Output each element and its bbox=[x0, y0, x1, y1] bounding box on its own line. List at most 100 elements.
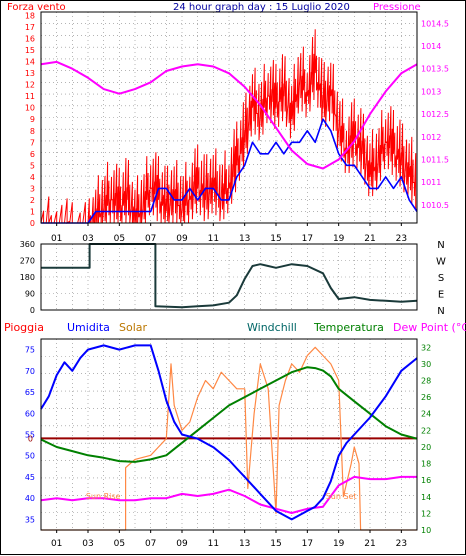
rain-value: 0 bbox=[28, 434, 33, 443]
temp-x-axis-label: 19 bbox=[333, 539, 345, 549]
temp-y-tick-label: 12 bbox=[421, 509, 431, 518]
wind-x-axis-label: 13 bbox=[239, 234, 250, 244]
wind-x-axis-label: 05 bbox=[114, 234, 125, 244]
dir-compass-label: N bbox=[437, 306, 444, 317]
humidity-y-tick-label: 45 bbox=[25, 473, 35, 482]
temp-y-tick-label: 32 bbox=[421, 343, 431, 352]
pressure-y-tick-label: 1012 bbox=[421, 133, 441, 142]
humidity-y-tick-label: 70 bbox=[25, 367, 35, 376]
dewpoint-label: Dew Point (°C) bbox=[393, 321, 466, 334]
wind-y-tick-label: 3 bbox=[30, 184, 35, 193]
wind-x-axis-label: 19 bbox=[333, 234, 345, 244]
humidity-y-tick-label: 50 bbox=[25, 452, 35, 461]
temp-x-axis-label: 01 bbox=[51, 539, 62, 549]
wind-plot-frame bbox=[40, 11, 418, 224]
dir-compass-label: S bbox=[438, 273, 444, 284]
temp-plot-frame bbox=[40, 338, 418, 531]
pressure-y-tick-label: 1011 bbox=[421, 178, 441, 187]
temp-y-tick-label: 10 bbox=[421, 526, 431, 535]
dir-y-tick-label: 180 bbox=[20, 273, 35, 282]
wind-y-tick-label: 10 bbox=[25, 104, 35, 113]
pressure-y-tick-label: 1014.5 bbox=[421, 19, 449, 28]
wind-x-axis-label: 09 bbox=[176, 234, 188, 244]
wind-y-tick-label: 12 bbox=[25, 81, 35, 90]
wind-y-tick-label: 5 bbox=[30, 161, 35, 170]
solar-series bbox=[41, 346, 417, 531]
dir-y-tick-label: 360 bbox=[20, 240, 35, 249]
windchill-label: Windchill bbox=[247, 321, 297, 334]
wind-y-tick-label: 11 bbox=[25, 92, 35, 101]
graph-title: 24 hour graph day : 15 Luglio 2020 bbox=[173, 2, 350, 13]
wind-x-axis-label: 03 bbox=[82, 234, 93, 244]
wind-y-tick-label: 13 bbox=[25, 69, 35, 78]
temp-x-axis-label: 09 bbox=[176, 539, 188, 549]
temp-grid bbox=[41, 339, 417, 530]
pressure-y-tick-label: 1013 bbox=[421, 87, 441, 96]
temperature-series bbox=[40, 366, 418, 463]
temp-y-tick-label: 22 bbox=[421, 426, 431, 435]
wind-x-axis-label: 11 bbox=[208, 234, 219, 244]
pressure-y-tick-label: 1011.5 bbox=[421, 155, 449, 164]
dir-y-tick-label: 90 bbox=[25, 290, 35, 299]
humidity-y-tick-label: 40 bbox=[25, 494, 35, 503]
wind-x-axis-label: 21 bbox=[364, 234, 375, 244]
temp-x-axis-label: 05 bbox=[114, 539, 125, 549]
wind-y-tick-label: 4 bbox=[30, 173, 35, 182]
temp-y-tick-label: 16 bbox=[421, 476, 431, 485]
sunset-label: Sun Set bbox=[326, 492, 357, 501]
humidity-series bbox=[40, 344, 418, 521]
pressure-y-tick-label: 1012.5 bbox=[421, 110, 449, 119]
humidity-y-tick-label: 55 bbox=[25, 431, 35, 440]
pressure-y-tick-label: 1010.5 bbox=[421, 201, 449, 210]
temp-x-axis-label: 17 bbox=[302, 539, 313, 549]
solar-label: Solar bbox=[119, 321, 148, 334]
temp-y-tick-label: 20 bbox=[421, 443, 431, 452]
humidity-y-tick-label: 75 bbox=[25, 346, 35, 355]
humidity-label: Umidita bbox=[67, 321, 110, 334]
dewpoint-series bbox=[40, 475, 417, 514]
wind-y-tick-label: 7 bbox=[30, 138, 35, 147]
pressure-series bbox=[40, 60, 418, 170]
temp-x-axis-label: 03 bbox=[82, 539, 93, 549]
wind-y-tick-label: 0 bbox=[30, 219, 35, 228]
wind-y-tick-label: 15 bbox=[25, 46, 35, 55]
wind-y-tick-label: 16 bbox=[25, 35, 35, 44]
wind-y-tick-label: 1 bbox=[30, 207, 35, 216]
temp-x-axis-label: 21 bbox=[364, 539, 375, 549]
wind-y-tick-label: 9 bbox=[30, 115, 35, 124]
wind-x-axis-label: 01 bbox=[51, 234, 62, 244]
wind-y-tick-label: 8 bbox=[30, 127, 35, 136]
sunrise-label: Sun Rise bbox=[86, 492, 121, 501]
wind-direction-series bbox=[41, 243, 418, 309]
temp-x-axis-label: 13 bbox=[239, 539, 250, 549]
wind-y-tick-label: 18 bbox=[25, 11, 35, 20]
wind-x-axis-label: 07 bbox=[145, 234, 156, 244]
temp-x-axis-label: 23 bbox=[396, 539, 407, 549]
temp-x-axis-label: 15 bbox=[270, 539, 281, 549]
temp-x-axis-label: 11 bbox=[208, 539, 219, 549]
wind-y-tick-label: 2 bbox=[30, 196, 35, 205]
humidity-y-tick-label: 35 bbox=[25, 515, 35, 524]
pressure-label: Pressione bbox=[373, 2, 421, 13]
humidity-y-tick-label: 60 bbox=[25, 409, 35, 418]
temp-y-tick-label: 30 bbox=[421, 360, 431, 369]
wind-x-axis-label: 15 bbox=[270, 234, 281, 244]
dir-compass-label: W bbox=[436, 257, 446, 268]
dir-plot-frame bbox=[40, 243, 418, 311]
temp-y-tick-label: 14 bbox=[421, 493, 431, 502]
pressure-y-tick-label: 1014 bbox=[421, 42, 441, 51]
temperature-label: Temperatura bbox=[314, 321, 384, 334]
humidity-y-tick-label: 65 bbox=[25, 388, 35, 397]
dir-grid bbox=[41, 244, 417, 310]
dir-compass-label: E bbox=[438, 290, 444, 301]
wind-force-label: Forza vento bbox=[7, 2, 66, 13]
wind-y-tick-label: 17 bbox=[25, 23, 35, 32]
wind-y-tick-label: 6 bbox=[30, 150, 35, 159]
dir-y-tick-label: 0 bbox=[30, 306, 35, 315]
pressure-y-tick-label: 1013.5 bbox=[421, 65, 449, 74]
temp-y-tick-label: 18 bbox=[421, 460, 431, 469]
rain-label: Pioggia bbox=[4, 321, 44, 334]
wind-y-tick-label: 14 bbox=[25, 58, 35, 67]
